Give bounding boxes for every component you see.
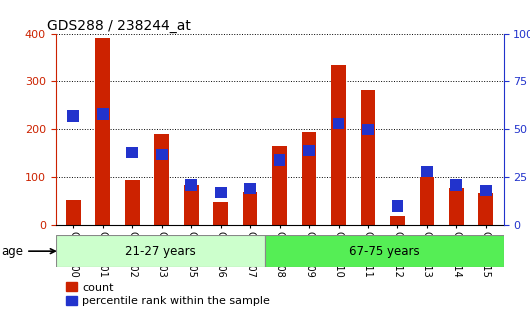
Bar — [156, 149, 167, 160]
Bar — [154, 134, 169, 225]
Bar — [479, 193, 493, 225]
Text: 67-75 years: 67-75 years — [349, 245, 419, 258]
Bar — [213, 202, 228, 225]
Bar — [390, 216, 405, 225]
Bar — [97, 108, 109, 120]
Text: age: age — [1, 245, 55, 258]
Bar — [67, 110, 79, 122]
Bar — [272, 146, 287, 225]
Bar — [333, 118, 344, 129]
Bar — [66, 200, 81, 225]
Bar — [360, 90, 375, 225]
Bar — [449, 188, 464, 225]
Bar — [244, 183, 256, 195]
Text: 21-27 years: 21-27 years — [125, 245, 196, 258]
Bar — [392, 200, 403, 212]
Bar — [243, 192, 258, 225]
Bar — [362, 124, 374, 135]
Bar — [264, 235, 504, 267]
Bar — [331, 65, 346, 225]
Bar — [303, 145, 315, 156]
Bar — [273, 154, 286, 166]
Bar — [126, 146, 138, 158]
Bar — [186, 179, 197, 191]
Bar — [421, 166, 433, 177]
Bar — [95, 38, 110, 225]
Legend: count, percentile rank within the sample: count, percentile rank within the sample — [61, 278, 275, 311]
Text: GDS288 / 238244_at: GDS288 / 238244_at — [47, 18, 191, 33]
Bar — [420, 177, 434, 225]
Bar — [302, 132, 316, 225]
Bar — [450, 179, 462, 191]
Bar — [480, 185, 492, 196]
Bar — [184, 185, 199, 225]
Bar — [56, 235, 264, 267]
Bar — [215, 187, 226, 198]
Bar — [125, 180, 139, 225]
